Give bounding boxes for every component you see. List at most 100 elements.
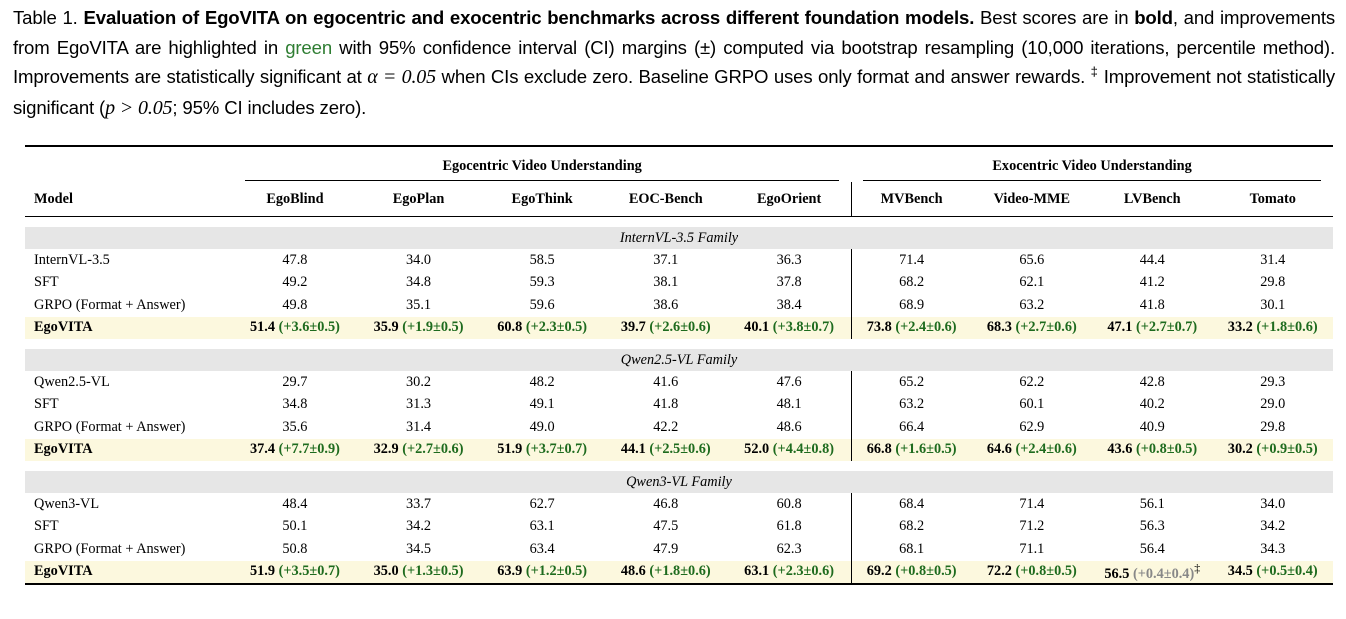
egovita-row: EgoVITA 37.4 (+7.7±0.9) 32.9 (+2.7±0.6) 51.… <box>25 438 1333 461</box>
score-cell: 33.7 <box>406 495 432 512</box>
score-cell: 38.4 <box>727 294 852 317</box>
score-cell: 41.8 <box>1139 296 1165 313</box>
score-cell: 34.0 <box>406 251 432 268</box>
best-score: 35.0 <box>373 563 399 580</box>
best-score-cell: 66.8 (+1.6±0.5) <box>851 438 972 461</box>
best-score-cell: 44.1 (+2.5±0.6) <box>603 438 728 461</box>
improvement-delta: (+3.8±0.7) <box>772 319 835 336</box>
score-cell: 48.2 <box>529 373 555 390</box>
best-score: 66.8 <box>866 441 892 458</box>
best-score-cell: 30.2 (+0.9±0.5) <box>1212 438 1333 461</box>
exo-group-header: Exocentric Video Understanding <box>863 158 1321 181</box>
score-cell: 38.1 <box>653 274 679 291</box>
improvement-delta: (+1.8±0.6) <box>649 563 711 580</box>
score-cell: 29.8 <box>1260 274 1286 291</box>
best-score: 52.0 <box>744 441 770 458</box>
best-score-cell: 64.6 (+2.4±0.6) <box>971 438 1093 461</box>
score-cell: 66.4 <box>899 418 925 435</box>
best-score: 73.8 <box>866 319 892 336</box>
improvement-delta: (+0.4±0.4) <box>1132 565 1195 582</box>
score-cell: 49.1 <box>529 396 555 413</box>
family-spacer <box>25 339 1333 349</box>
model-name: SFT <box>34 518 59 535</box>
best-score: 43.6 <box>1107 441 1133 458</box>
score-cell: 47.9 <box>653 540 679 557</box>
caption-bold-word: bold <box>1134 7 1173 28</box>
table-row: Qwen3-VL 48.4 33.7 62.7 46.8 60.8 68.4 71.4 56.1… <box>25 493 1333 516</box>
best-score: 64.6 <box>986 441 1012 458</box>
improvement-delta: (+3.6±0.5) <box>278 319 340 336</box>
column-header-egoblind: EgoBlind <box>233 182 357 217</box>
top-rule <box>25 145 1333 156</box>
family-header-row: Qwen2.5-VL Family <box>25 349 1333 371</box>
best-score-cell: 60.8 (+2.3±0.5) <box>480 316 604 339</box>
score-cell: 61.8 <box>727 515 852 538</box>
improvement-delta: (+4.4±0.8) <box>772 441 835 458</box>
score-cell: 29.7 <box>282 373 308 390</box>
score-cell: 58.5 <box>529 251 555 268</box>
best-score-cell: 34.5 (+0.5±0.4) <box>1212 560 1333 584</box>
score-cell: 30.1 <box>1260 296 1286 313</box>
score-cell: 29.0 <box>1260 396 1286 413</box>
score-cell: 50.8 <box>282 540 308 557</box>
score-cell: 40.9 <box>1139 418 1165 435</box>
score-cell: 71.4 <box>1019 495 1045 512</box>
best-score-cell: 56.5 (+0.4±0.4)‡ <box>1092 560 1213 584</box>
score-cell: 49.0 <box>529 418 555 435</box>
best-score: 56.5 <box>1104 565 1130 582</box>
best-score-cell: 40.1 (+3.8±0.7) <box>727 316 852 339</box>
score-cell: 42.8 <box>1139 373 1165 390</box>
score-cell: 34.0 <box>1260 495 1286 512</box>
score-cell: 35.6 <box>282 418 308 435</box>
score-cell: 68.2 <box>899 518 925 535</box>
best-score: 40.1 <box>744 319 770 336</box>
best-score: 51.4 <box>249 319 276 336</box>
score-cell: 63.2 <box>899 396 925 413</box>
caption-text-5: Improvement not statistically significan… <box>13 66 1335 118</box>
score-cell: 44.4 <box>1139 251 1165 268</box>
score-cell: 41.2 <box>1139 274 1165 291</box>
egovita-row: EgoVITA 51.9 (+3.5±0.7) 35.0 (+1.3±0.5) 63.… <box>25 560 1333 584</box>
score-cell: 31.4 <box>1260 251 1286 268</box>
model-name: EgoVITA <box>25 316 234 339</box>
improvement-delta: (+2.4±0.6) <box>1015 441 1077 458</box>
score-cell: 34.5 <box>406 540 432 557</box>
score-cell: 34.2 <box>1260 518 1286 535</box>
improvement-delta: (+1.3±0.5) <box>402 563 464 580</box>
not-significant-mark: ‡ <box>1194 560 1201 575</box>
best-score: 51.9 <box>249 563 276 580</box>
best-score: 47.1 <box>1107 319 1133 336</box>
best-score-cell: 51.4 (+3.6±0.5) <box>233 316 357 339</box>
score-cell: 29.3 <box>1260 373 1286 390</box>
score-cell: 56.1 <box>1139 495 1165 512</box>
improvement-delta: (+0.8±0.5) <box>1015 563 1077 580</box>
score-cell: 42.2 <box>653 418 679 435</box>
improvement-delta: (+0.5±0.4) <box>1256 563 1318 580</box>
family-name: Qwen3-VL Family <box>25 471 1333 493</box>
improvement-delta: (+2.5±0.6) <box>649 441 711 458</box>
best-score-cell: 72.2 (+0.8±0.5) <box>971 560 1093 584</box>
family-name: Qwen2.5-VL Family <box>25 349 1333 371</box>
best-score-cell: 32.9 (+2.7±0.6) <box>356 438 481 461</box>
best-score: 44.1 <box>620 441 646 458</box>
caption-green-word: green <box>285 36 333 58</box>
score-cell: 63.1 <box>529 518 555 535</box>
family-name: InternVL-3.5 Family <box>25 227 1333 249</box>
egovita-row: EgoVITA 51.4 (+3.6±0.5) 35.9 (+1.9±0.5) 60.… <box>25 316 1333 339</box>
best-score: 63.1 <box>744 563 770 580</box>
improvement-delta: (+2.7±0.6) <box>1015 319 1077 336</box>
table-row: Qwen2.5-VL 29.7 30.2 48.2 41.6 47.6 65.2 62.2 42… <box>25 371 1333 394</box>
group-header-row: Egocentric Video Understanding Exocentri… <box>25 156 1333 182</box>
caption-label: Table 1. <box>13 7 78 28</box>
table-row: SFT 34.8 31.3 49.1 41.8 48.1 63.2 60.1 40.2 29.0 <box>25 393 1333 416</box>
best-score-cell: 39.7 (+2.6±0.6) <box>603 316 728 339</box>
caption-text-1: Best scores are in <box>974 7 1135 28</box>
score-cell: 60.1 <box>1019 396 1045 413</box>
score-cell: 63.2 <box>1019 296 1045 313</box>
improvement-delta: (+1.2±0.5) <box>525 563 588 580</box>
column-header-egoorient: EgoOrient <box>727 182 852 217</box>
improvement-delta: (+1.6±0.5) <box>895 441 957 458</box>
score-cell: 50.1 <box>282 518 308 535</box>
improvement-delta: (+0.9±0.5) <box>1256 441 1318 458</box>
caption-title: Evaluation of EgoVITA on egocentric and … <box>83 7 975 28</box>
